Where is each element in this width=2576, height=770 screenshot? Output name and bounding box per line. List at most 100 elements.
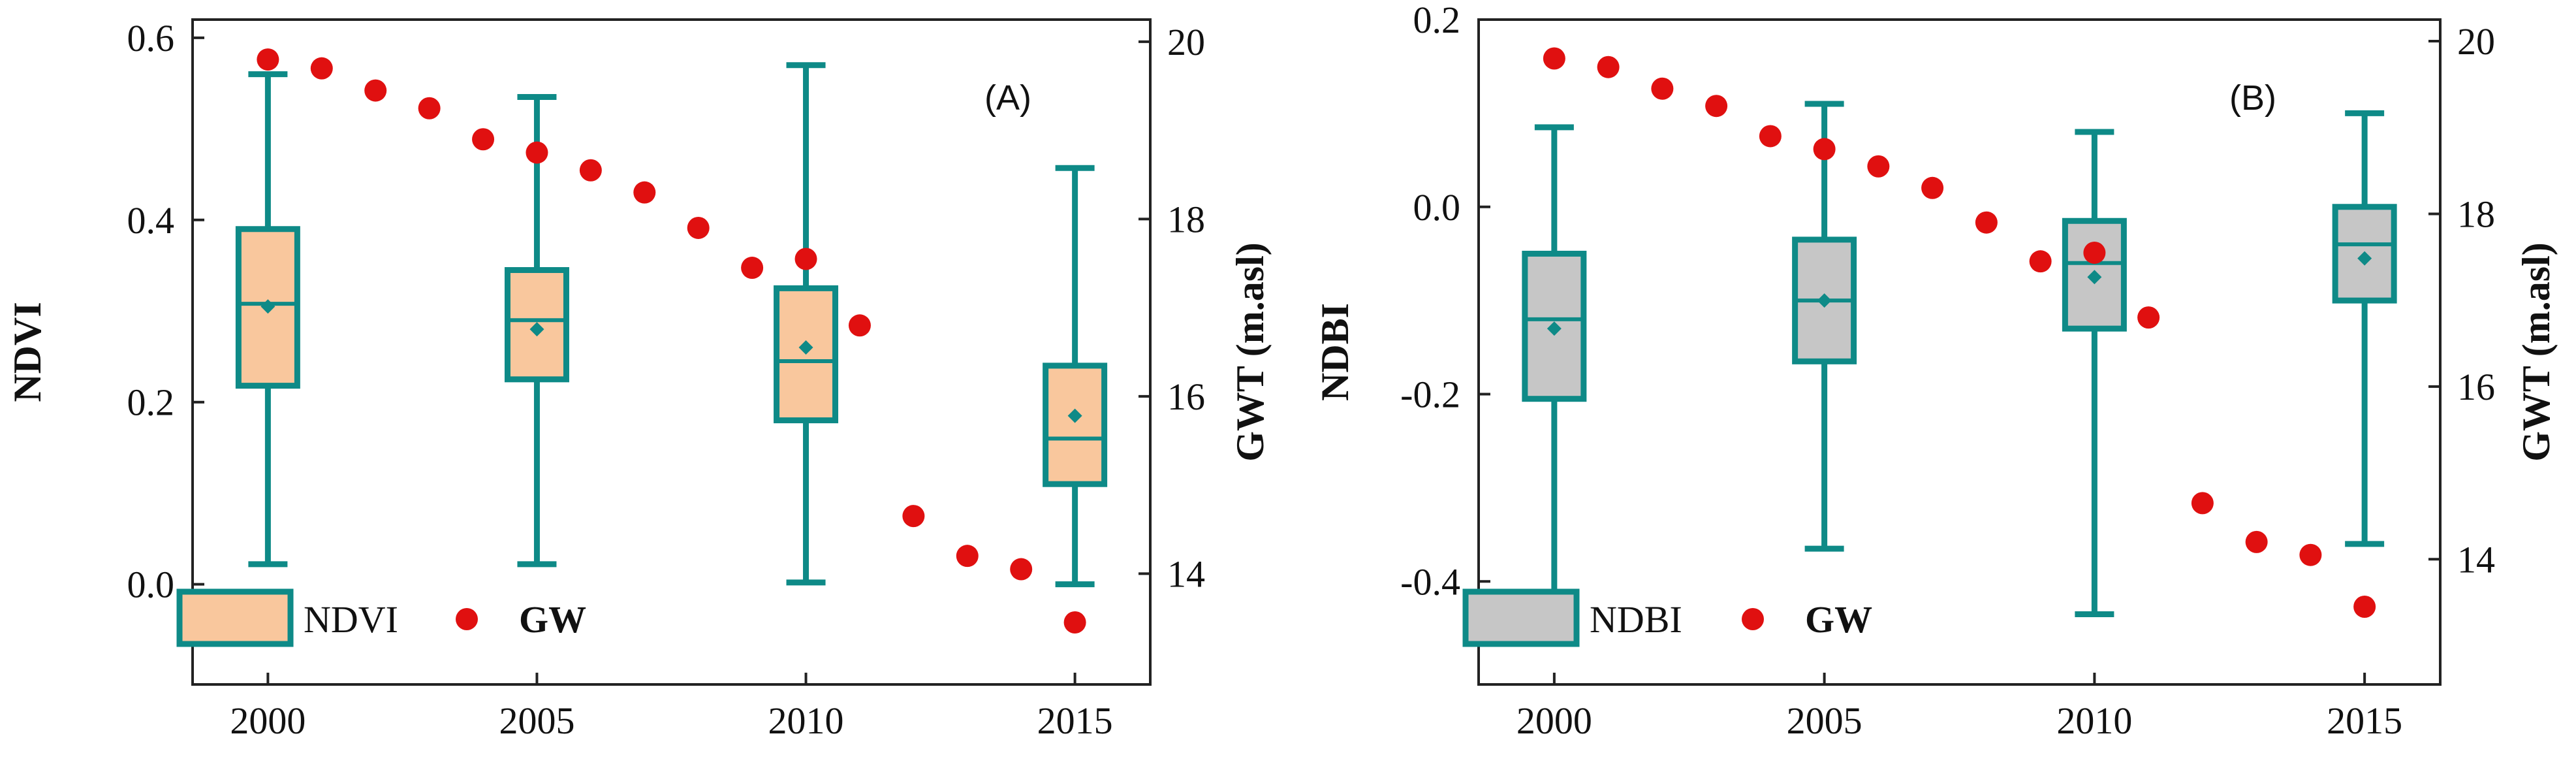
gw-point	[310, 57, 333, 80]
gw-point	[257, 48, 279, 71]
y-tick-label-left: 0.0	[1413, 186, 1461, 229]
right-axis-ticks: 14 16 18 20	[1139, 21, 1205, 595]
legend-label-dot: GW	[519, 598, 586, 641]
gw-point	[2137, 306, 2160, 329]
bottom-axis-ticks: 2000 2005 2010 2015	[1516, 673, 2402, 742]
gw-point	[2299, 543, 2322, 566]
bottom-axis-ticks: 2000 2005 2010 2015	[230, 673, 1113, 742]
y-tick-label-right: 20	[2457, 20, 2495, 63]
y-tick-label-left: -0.2	[1400, 374, 1460, 416]
y-tick-label-left: -0.4	[1400, 560, 1460, 603]
gw-point	[526, 141, 548, 164]
gw-point	[2245, 530, 2268, 553]
x-tick-label: 2005	[499, 699, 574, 742]
x-tick-label: 2015	[2327, 699, 2402, 742]
y-tick-label-right: 20	[1167, 21, 1205, 63]
mean-marker	[260, 299, 275, 314]
gw-point	[741, 257, 764, 280]
mean-marker	[529, 322, 544, 337]
gw-point	[1813, 138, 1836, 161]
y-tick-label-left: 0.4	[127, 199, 175, 242]
y-tick-label-right: 18	[1167, 198, 1205, 240]
plot-frame	[191, 18, 1152, 686]
panel-label-a: (A)	[984, 78, 1031, 118]
mean-marker	[2087, 270, 2102, 285]
box-body	[1043, 362, 1108, 487]
gw-point	[956, 545, 979, 568]
box-2010	[774, 62, 839, 586]
gw-point	[579, 159, 602, 182]
gw-point	[2083, 241, 2106, 264]
box-2015	[1043, 165, 1108, 588]
x-tick-label: 2010	[2056, 699, 2132, 742]
gw-point	[1063, 611, 1086, 634]
plot-frame	[1477, 18, 2442, 686]
gw-point	[2353, 596, 2376, 618]
box-2000	[235, 71, 300, 568]
y-tick-label-left: 0.6	[127, 17, 175, 59]
legend-label-box: NDVI	[304, 598, 398, 641]
legend: NDVI GW	[176, 588, 586, 647]
chart-marks	[235, 48, 1108, 634]
panel-b: -0.4 -0.2 0.0 0.2 14 16 18 20 2000 2005 2010 2015…	[1313, 0, 2558, 742]
x-tick-label: 2010	[768, 699, 844, 742]
left-axis-ticks: -0.4 -0.2 0.0 0.2	[1400, 0, 1490, 603]
y-axis-title-left: NDVI	[6, 302, 49, 402]
y-axis-title-right: GWT (m.asl)	[2515, 242, 2558, 462]
y-tick-label-right: 16	[2457, 366, 2495, 408]
gw-point	[1543, 47, 1565, 70]
x-tick-label: 2000	[1516, 699, 1592, 742]
gw-point	[2191, 492, 2214, 515]
y-tick-label-right: 14	[1167, 553, 1205, 595]
gw-point	[902, 505, 925, 528]
x-tick-label: 2005	[1787, 699, 1862, 742]
gw-point	[1921, 176, 1944, 199]
box-2010	[2062, 129, 2127, 617]
legend-swatch-dot	[456, 608, 478, 630]
y-tick-label-left: 0.2	[1413, 0, 1461, 41]
x-tick-label: 2015	[1037, 699, 1113, 742]
chart-marks	[1522, 47, 2397, 618]
y-tick-label-left: 0.0	[127, 564, 175, 606]
gw-point	[1975, 211, 1998, 234]
x-tick-label: 2000	[230, 699, 306, 742]
y-axis-title-right: GWT (m.asl)	[1229, 242, 1272, 462]
box-2015	[2332, 110, 2397, 547]
mean-marker	[2357, 251, 2372, 266]
y-tick-label-right: 18	[2457, 193, 2495, 235]
mean-marker	[1067, 408, 1082, 423]
gw-point	[633, 181, 656, 204]
gw-point	[1705, 95, 1728, 118]
mean-marker	[1817, 293, 1832, 308]
y-tick-label-left: 0.2	[127, 381, 175, 424]
gw-point	[1759, 125, 1782, 148]
legend-swatch-box	[1462, 588, 1580, 647]
y-tick-label-right: 14	[2457, 538, 2495, 581]
legend-swatch-dot	[1742, 608, 1764, 630]
panel-label-b: (B)	[2229, 78, 2276, 118]
gw-point	[687, 216, 710, 239]
box-2005	[504, 94, 569, 568]
box-2000	[1522, 124, 1587, 599]
legend-label-box: NDBI	[1590, 598, 1682, 641]
gw-point	[2029, 250, 2052, 273]
gw-point	[794, 248, 817, 270]
gw-point	[418, 97, 441, 120]
box-2005	[1792, 101, 1857, 552]
gw-point	[1010, 558, 1033, 581]
legend-label-dot: GW	[1805, 598, 1872, 641]
y-axis-title-left: NDBI	[1313, 303, 1357, 401]
right-axis-ticks: 14 16 18 20	[2428, 20, 2495, 581]
mean-marker	[798, 340, 813, 355]
gw-point	[1867, 155, 1890, 178]
left-axis-ticks: 0.0 0.2 0.4 0.6	[127, 17, 204, 606]
gw-point	[364, 79, 387, 102]
mean-marker	[1547, 321, 1562, 336]
y-tick-label-right: 16	[1167, 376, 1205, 418]
gw-point	[848, 314, 871, 337]
gw-point	[1597, 56, 1620, 78]
legend-swatch-box	[176, 588, 294, 647]
gw-point	[472, 128, 495, 151]
gw-point	[1651, 77, 1674, 100]
